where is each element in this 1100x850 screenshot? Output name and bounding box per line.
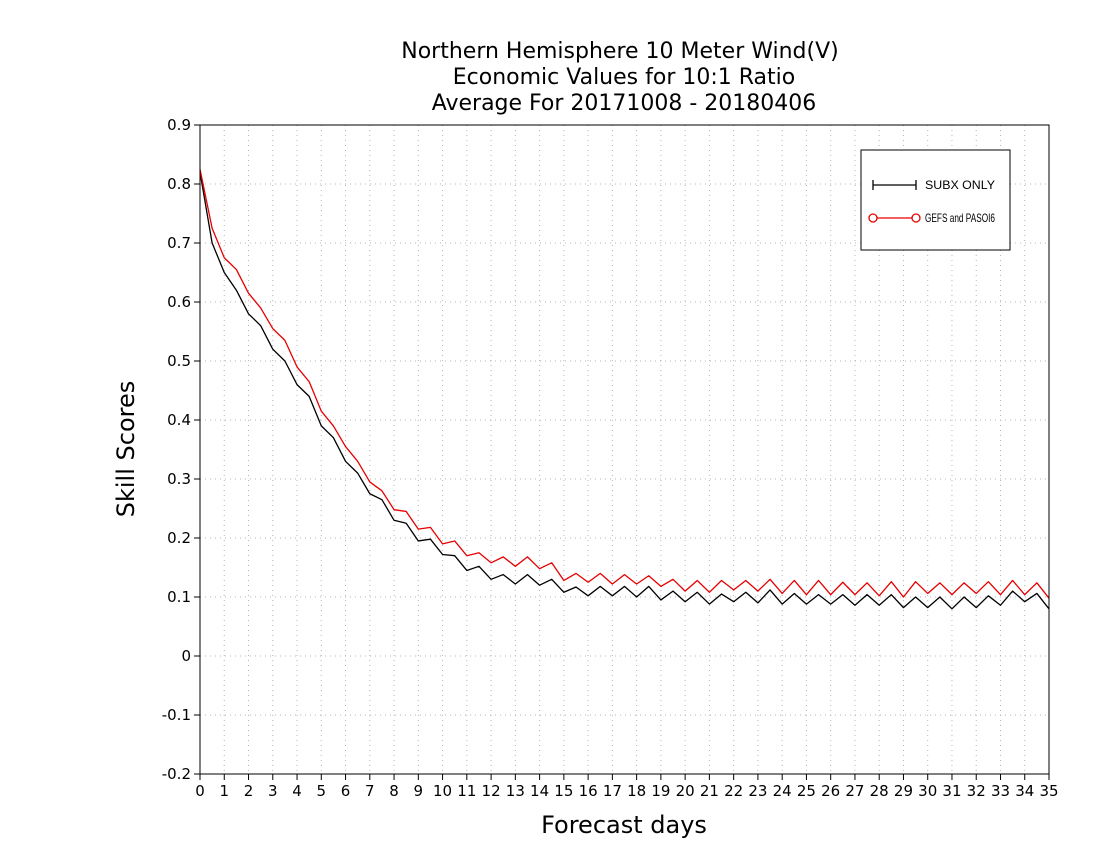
x-tick-label: 3 xyxy=(268,782,278,800)
y-tick-label: 0.2 xyxy=(167,529,191,547)
legend-entry-1: SUBX ONLY xyxy=(872,178,995,192)
x-tick-label: 30 xyxy=(918,782,937,800)
plot-frame xyxy=(199,124,1050,775)
x-tick-label: 4 xyxy=(292,782,302,800)
legend-label: GEFS and PASOI6 xyxy=(925,211,995,225)
x-tick-label: 20 xyxy=(676,782,695,800)
x-tick-label: 16 xyxy=(579,782,598,800)
y-tick-label: 0 xyxy=(181,647,191,665)
x-tick-label: 26 xyxy=(821,782,840,800)
x-tick-label: 11 xyxy=(457,782,476,800)
x-tick-label: 5 xyxy=(317,782,327,800)
grid xyxy=(200,125,1049,774)
y-tick-label: 0.6 xyxy=(167,293,191,311)
x-tick-label: 21 xyxy=(700,782,719,800)
x-tick-label: 29 xyxy=(894,782,913,800)
x-tick-label: 12 xyxy=(482,782,501,800)
y-tick-label: 0.1 xyxy=(167,588,191,606)
x-axis-title: Forecast days xyxy=(541,811,707,839)
legend-box xyxy=(860,149,1011,251)
plot-area xyxy=(199,169,1050,610)
legend-marker-circle xyxy=(868,213,878,223)
x-tick-label: 33 xyxy=(991,782,1010,800)
series-line-2 xyxy=(199,169,1050,599)
x-tick-label: 32 xyxy=(967,782,986,800)
x-tick-label: 27 xyxy=(845,782,864,800)
x-tick-label: 19 xyxy=(651,782,670,800)
x-tick-label: 23 xyxy=(748,782,767,800)
y-tick-label: 0.3 xyxy=(167,470,191,488)
x-tick-label: 28 xyxy=(870,782,889,800)
series-line-1 xyxy=(199,172,1050,610)
x-tick-label: 25 xyxy=(797,782,816,800)
x-axis: 0 1 2 3 4 5 6 7 8 9 10 11 12 13 14 15 16 17 18 19 20 21 22 23 24… xyxy=(195,774,1059,800)
x-tick-label: 14 xyxy=(530,782,549,800)
x-tick-label: 13 xyxy=(506,782,525,800)
x-tick-label: 35 xyxy=(1039,782,1058,800)
x-tick-label: 1 xyxy=(219,782,229,800)
x-tick-label: 15 xyxy=(554,782,573,800)
chart-title-line-1: Northern Hemisphere 10 Meter Wind(V) xyxy=(401,39,839,64)
x-tick-label: 2 xyxy=(244,782,254,800)
x-tick-label: 34 xyxy=(1015,782,1034,800)
x-tick-label: 31 xyxy=(942,782,961,800)
x-tick-label: 9 xyxy=(414,782,424,800)
y-tick-label: 0.5 xyxy=(167,352,191,370)
x-tick-label: 0 xyxy=(195,782,205,800)
legend: SUBX ONLY GEFS and PASOI6 xyxy=(860,149,1011,251)
y-axis-title: Skill Scores xyxy=(112,381,140,518)
y-tick-label: 0.9 xyxy=(167,116,191,134)
x-tick-label: 24 xyxy=(773,782,792,800)
x-tick-label: 10 xyxy=(433,782,452,800)
chart-title-line-3: Average For 20171008 - 20180406 xyxy=(432,91,817,116)
y-tick-label: 0.4 xyxy=(167,411,191,429)
y-tick-label: 0.8 xyxy=(167,175,191,193)
x-tick-label: 8 xyxy=(389,782,399,800)
legend-entry-2: GEFS and PASOI6 xyxy=(868,211,995,225)
x-tick-label: 17 xyxy=(603,782,622,800)
y-tick-label: 0.7 xyxy=(167,234,191,252)
x-tick-label: 7 xyxy=(365,782,375,800)
y-tick-label: -0.1 xyxy=(162,706,191,724)
x-tick-label: 18 xyxy=(627,782,646,800)
y-axis: -0.2 -0.1 0 0.1 0.2 0.3 0.4 0.5 0.6 0.7 0.8 0.9 xyxy=(162,116,200,783)
y-tick-label: -0.2 xyxy=(162,765,191,783)
legend-label: SUBX ONLY xyxy=(925,178,995,192)
chart-title-line-2: Economic Values for 10:1 Ratio xyxy=(453,65,795,90)
x-tick-label: 22 xyxy=(724,782,743,800)
legend-marker-circle xyxy=(911,213,921,223)
x-tick-label: 6 xyxy=(341,782,351,800)
